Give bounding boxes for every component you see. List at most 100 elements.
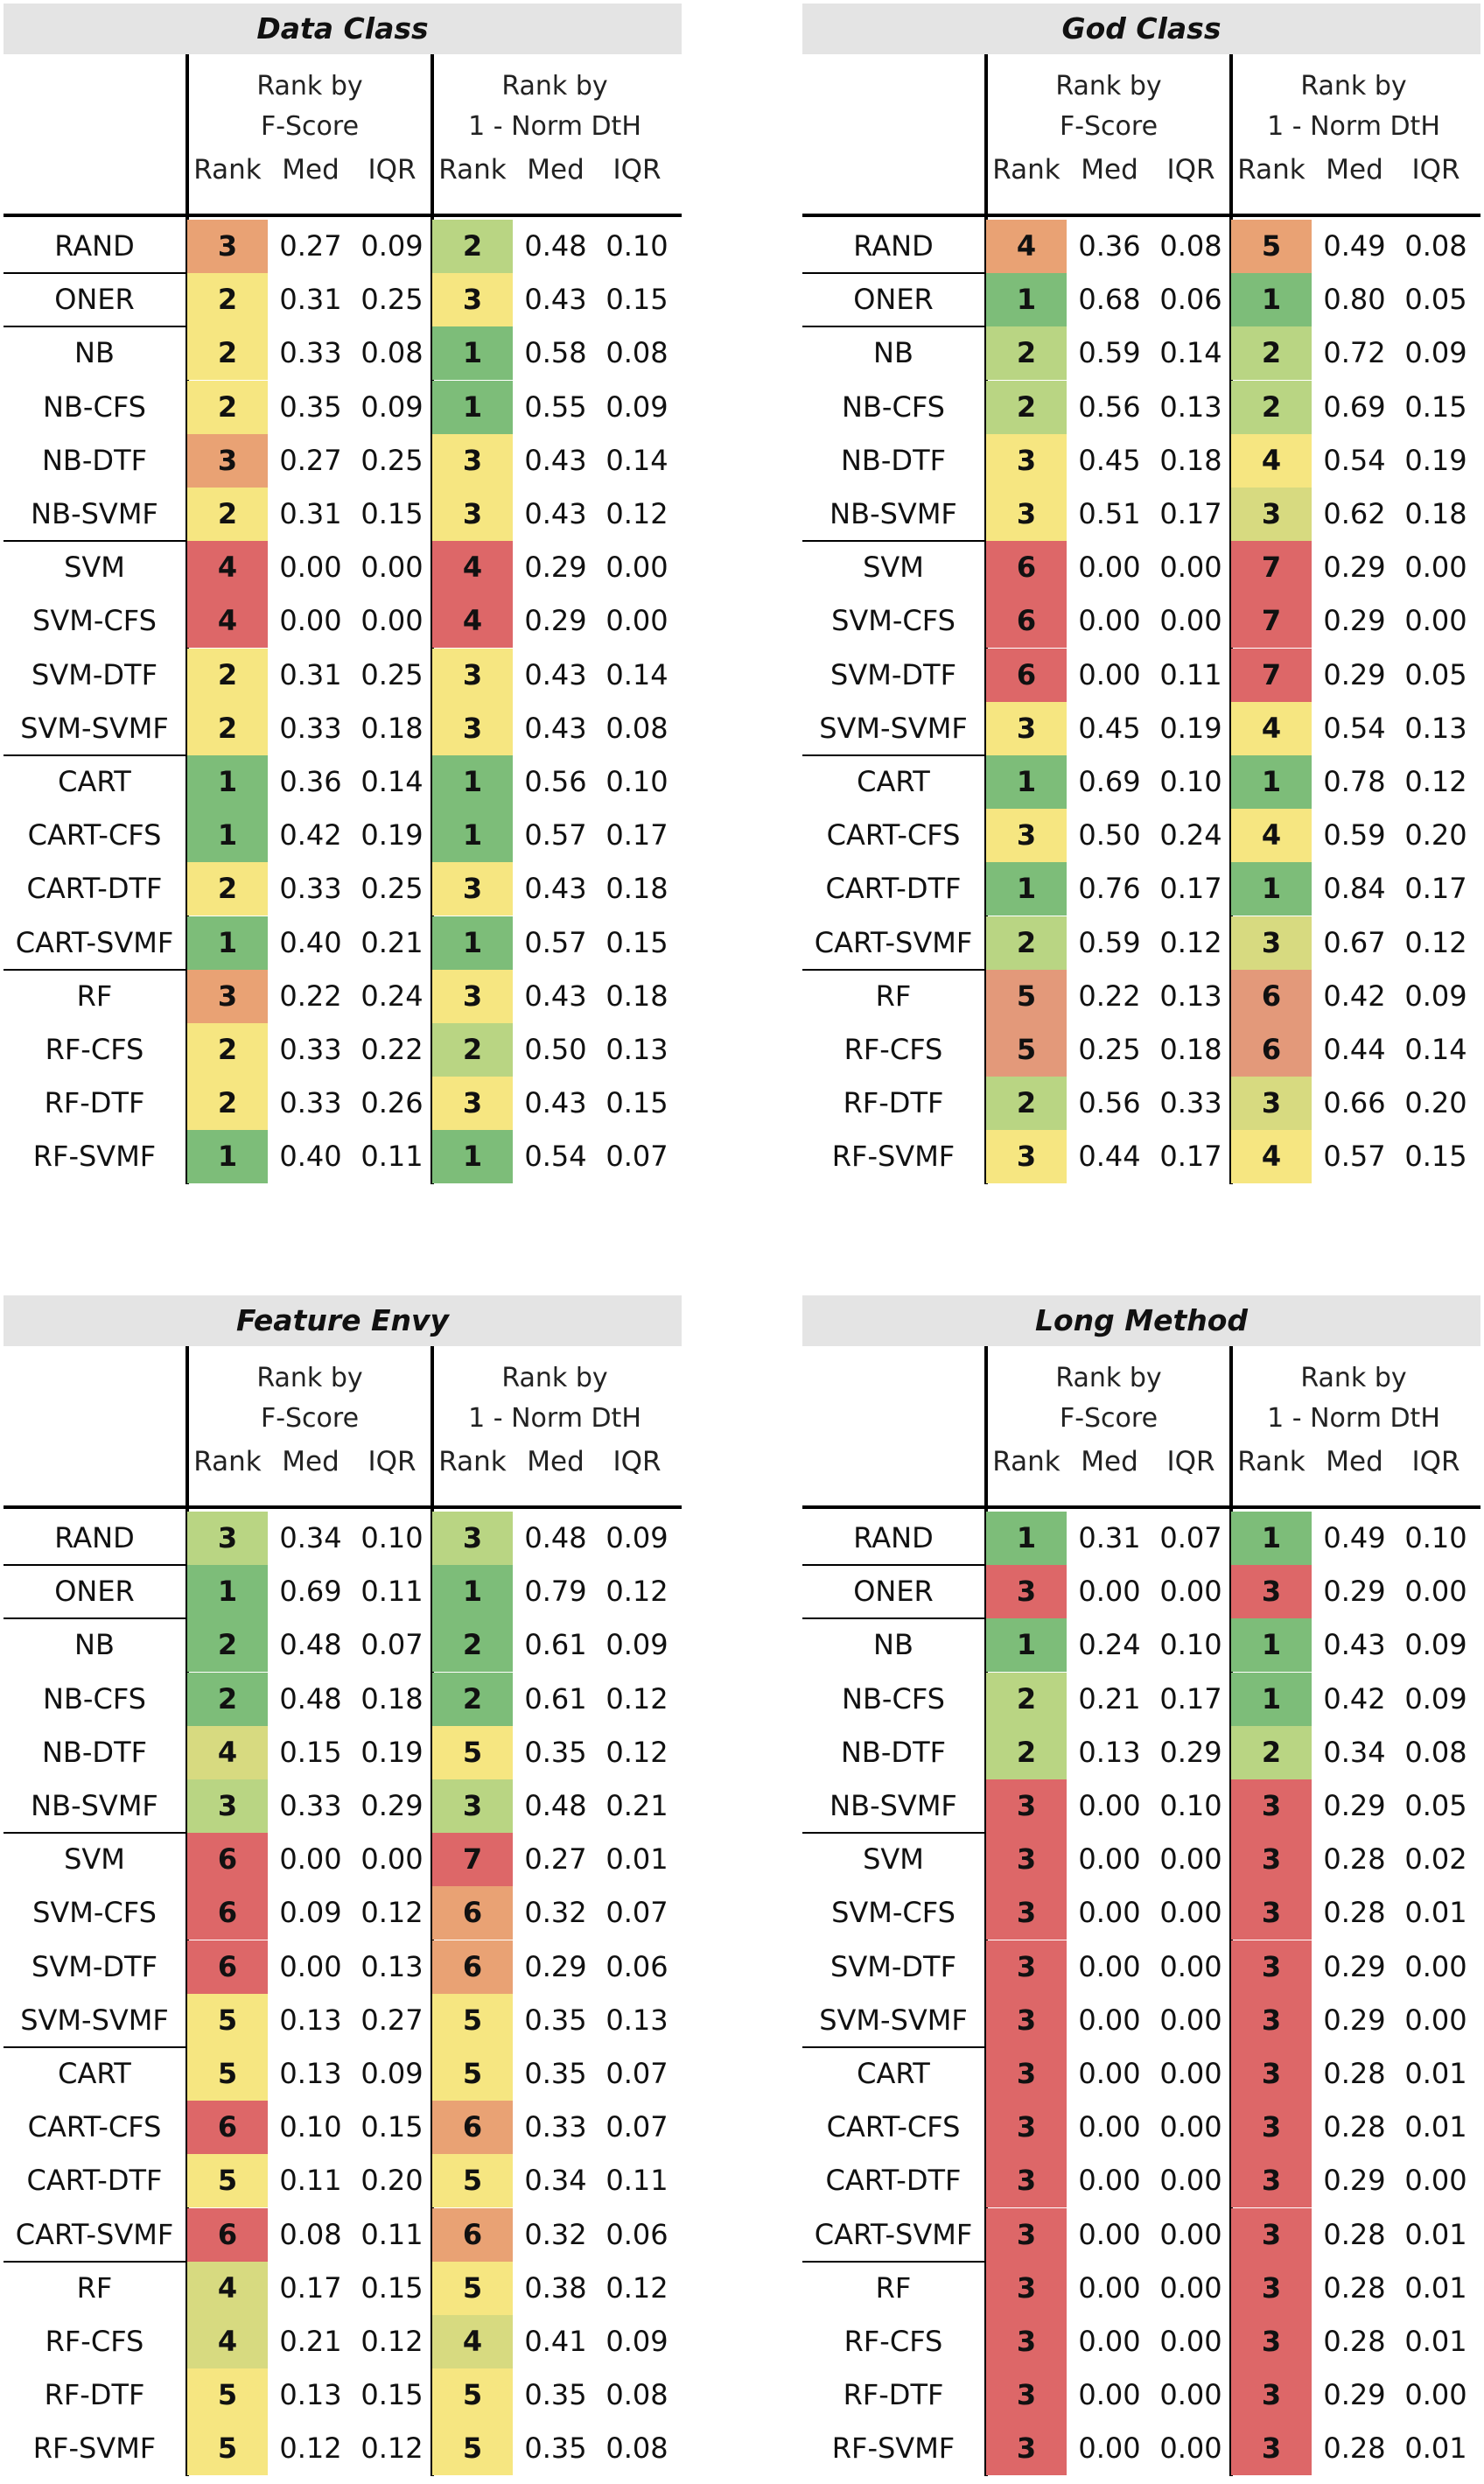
median-dth: 0.41 (524, 2325, 587, 2358)
rank-dth: 1 (432, 380, 513, 434)
rank-fscore: 4 (187, 2315, 268, 2368)
rank-dth: 6 (432, 2207, 513, 2262)
rank-dth: 4 (432, 541, 513, 595)
group-separator (4, 1564, 187, 1567)
row-label: NB-SVMF (31, 1789, 158, 1822)
rank-fscore: 6 (187, 2207, 268, 2262)
iqr-fscore: 0.13 (1159, 979, 1222, 1013)
iqr-fscore: 0.13 (1159, 389, 1222, 424)
median-dth: 0.28 (1323, 2270, 1386, 2305)
group-separator (802, 754, 986, 756)
median-dth: 0.35 (524, 2003, 587, 2037)
median-fscore: 0.33 (279, 336, 342, 370)
group-header-line: Rank by (1300, 71, 1407, 102)
median-fscore: 0.00 (279, 604, 342, 638)
iqr-dth: 0.15 (1404, 1140, 1467, 1174)
row-label: SVM-CFS (831, 604, 956, 638)
row-label: SVM-CFS (831, 1896, 956, 1930)
iqr-dth: 0.12 (606, 497, 668, 530)
iqr-fscore: 0.17 (1159, 497, 1222, 530)
median-dth: 0.48 (524, 229, 587, 263)
row-label: RF (76, 979, 113, 1013)
iqr-fscore: 0.07 (1159, 1521, 1222, 1554)
iqr-dth: 0.12 (606, 1575, 668, 1609)
row-label: NB (74, 1628, 115, 1662)
rank-fscore: 3 (986, 433, 1067, 488)
group-separator (802, 272, 986, 275)
iqr-fscore: 0.27 (360, 2003, 424, 2037)
iqr-dth: 0.15 (1404, 389, 1467, 424)
column-header: Rank (438, 1446, 507, 1477)
iqr-fscore: 0.26 (360, 1086, 424, 1120)
table-row: RF 4 0.17 0.15 5 0.38 0.12 (4, 2261, 682, 2315)
rank-dth: 1 (432, 1565, 513, 1619)
table-row: CART-CFS 1 0.42 0.19 1 0.57 0.17 (4, 809, 682, 863)
group-separator (802, 2260, 986, 2263)
row-label: RAND (54, 229, 135, 263)
row-label: RF-SVMF (831, 2431, 956, 2466)
row-label: SVM-SVMF (819, 2003, 968, 2037)
iqr-dth: 0.09 (606, 1628, 668, 1662)
row-label: NB-SVMF (830, 497, 957, 530)
iqr-dth: 0.00 (606, 604, 668, 638)
rank-dth: 3 (1231, 2261, 1312, 2315)
rank-dth: 3 (1231, 916, 1312, 970)
median-dth: 0.44 (1323, 1033, 1386, 1066)
rank-fscore: 1 (187, 916, 268, 970)
column-header: Med (282, 154, 340, 186)
median-dth: 0.66 (1323, 1086, 1386, 1120)
rank-fscore: 5 (187, 2422, 268, 2476)
group-header-line: Rank by (256, 71, 363, 102)
rank-dth: 3 (432, 273, 513, 327)
rank-dth: 2 (432, 1023, 513, 1077)
rank-dth: 1 (432, 755, 513, 809)
median-fscore: 0.31 (279, 657, 342, 691)
rank-dth: 3 (1231, 488, 1312, 541)
iqr-dth: 0.00 (1404, 2003, 1467, 2037)
rank-fscore: 4 (187, 541, 268, 595)
median-fscore: 0.00 (1078, 2110, 1141, 2144)
column-header: IQR (1166, 154, 1215, 186)
group-separator (802, 326, 986, 328)
group-header-line: Rank by (256, 1363, 363, 1393)
rank-dth: 6 (432, 2101, 513, 2155)
table-row: SVM 6 0.00 0.00 7 0.27 0.01 (4, 1833, 682, 1887)
table-row: SVM-DTF 6 0.00 0.13 6 0.29 0.06 (4, 1940, 682, 1994)
row-label: NB-SVMF (830, 1789, 957, 1822)
iqr-fscore: 0.00 (1159, 604, 1222, 638)
median-dth: 0.29 (1323, 2164, 1386, 2198)
column-header: Rank (438, 154, 507, 186)
rank-dth: 2 (1231, 380, 1312, 434)
median-dth: 0.62 (1323, 497, 1386, 530)
group-header-line: F-Score (260, 111, 360, 142)
median-dth: 0.57 (524, 818, 587, 853)
rank-dth: 5 (432, 2047, 513, 2101)
column-header: Med (527, 154, 584, 186)
header-rule (4, 214, 682, 217)
rank-dth: 3 (1231, 2368, 1312, 2423)
table-row: NB-DTF 3 0.45 0.18 4 0.54 0.19 (802, 433, 1480, 488)
table-row: SVM-DTF 2 0.31 0.25 3 0.43 0.14 (4, 648, 682, 702)
table-row: SVM-CFS 6 0.00 0.00 7 0.29 0.00 (802, 594, 1480, 649)
group-separator (802, 968, 986, 971)
rank-fscore: 5 (986, 1023, 1067, 1077)
median-dth: 0.55 (524, 389, 587, 424)
median-dth: 0.27 (524, 1842, 587, 1877)
row-label: NB-DTF (840, 1735, 947, 1769)
group-header-line: Rank by (1055, 1363, 1162, 1393)
rank-fscore: 1 (986, 862, 1067, 916)
row-label: CART-SVMF (15, 925, 174, 959)
rank-fscore: 3 (986, 701, 1067, 755)
row-label: CART (857, 765, 930, 798)
row-label: SVM (64, 551, 125, 585)
iqr-dth: 0.13 (606, 2003, 668, 2037)
iqr-fscore: 0.15 (360, 2378, 424, 2412)
group-header-group1: Rank by F-Score (189, 1358, 430, 1439)
iqr-fscore: 0.12 (360, 1896, 424, 1930)
rank-dth: 5 (1231, 220, 1312, 273)
group-separator (802, 1832, 986, 1835)
group-header-group1: Rank by F-Score (189, 67, 430, 147)
median-dth: 0.32 (524, 2217, 587, 2251)
iqr-fscore: 0.00 (1159, 1896, 1222, 1930)
iqr-dth: 0.08 (606, 2431, 668, 2466)
